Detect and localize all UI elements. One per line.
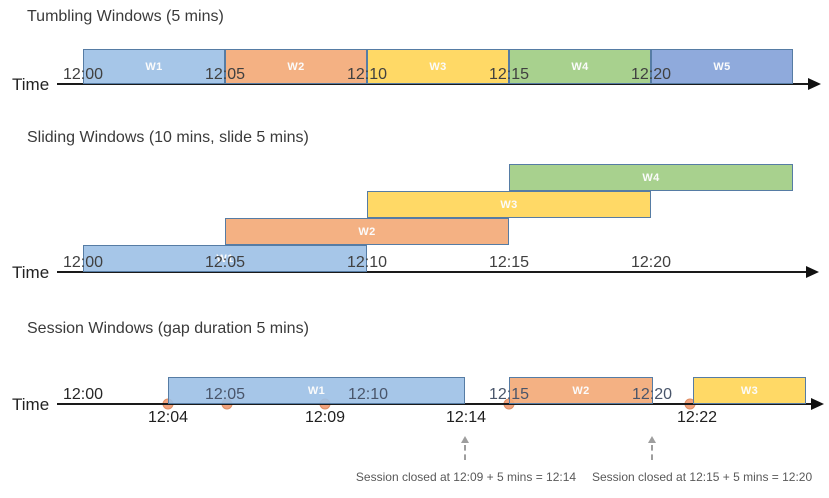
sliding-tick-1215: 12:15	[488, 254, 530, 271]
session-time-axis-label: Time	[12, 395, 50, 414]
tumbling-tick-1205: 12:05	[204, 66, 246, 83]
session-time-axis	[57, 403, 812, 405]
sliding-window-w3-label: W3	[500, 198, 518, 211]
session-tick-1215: 12:15	[488, 386, 530, 403]
dashed-arrow-up-icon	[461, 436, 469, 443]
session-close-arrow-1220	[647, 436, 657, 460]
tumbling-window-w1-label: W1	[145, 60, 163, 73]
session-tick-1220: 12:20	[631, 386, 673, 403]
sliding-window-w1: W1	[83, 245, 367, 272]
sliding-window-w3: W3	[367, 191, 651, 218]
session-close-annotation-2: Session closed at 12:15 + 5 mins = 12:20	[592, 470, 813, 484]
tumbling-tick-1200: 12:00	[62, 66, 104, 83]
tumbling-window-w5-label: W5	[713, 60, 731, 73]
tumbling-window-w1: W1	[83, 49, 225, 84]
session-event-label-1209: 12:09	[304, 409, 346, 426]
sliding-tick-1205: 12:05	[204, 254, 246, 271]
tumbling-tick-1210: 12:10	[346, 66, 388, 83]
sliding-window-w4-label: W4	[642, 171, 660, 184]
session-window-w3: W3	[693, 377, 806, 404]
session-event-label-1222: 12:22	[676, 409, 718, 426]
session-tick-1205: 12:05	[204, 386, 246, 403]
session-close-annotation-1: Session closed at 12:09 + 5 mins = 12:14	[355, 470, 577, 484]
session-window-w2: W2	[509, 377, 653, 404]
tumbling-window-w2: W2	[225, 49, 367, 84]
tumbling-window-w5: W5	[651, 49, 793, 84]
session-close-arrow-1214	[460, 436, 470, 460]
tumbling-window-w2-label: W2	[287, 60, 305, 73]
tumbling-axis-arrowhead-icon	[808, 78, 821, 90]
sliding-tick-1210: 12:10	[346, 254, 388, 271]
sliding-tick-1200: 12:00	[62, 254, 104, 271]
sliding-window-w2-label: W2	[358, 225, 376, 238]
session-window-w1-label: W1	[307, 384, 326, 397]
sliding-window-w4: W4	[509, 164, 793, 191]
dashed-arrow-up-icon	[648, 436, 656, 443]
tumbling-window-w4: W4	[509, 49, 651, 84]
session-event-label-1214: 12:14	[445, 409, 487, 426]
session-axis-arrowhead-icon	[811, 398, 824, 410]
sliding-time-axis-label: Time	[12, 263, 50, 282]
tumbling-time-axis	[57, 83, 809, 85]
sliding-time-axis	[57, 271, 807, 273]
tumbling-tick-1215: 12:15	[488, 66, 530, 83]
sliding-axis-arrowhead-icon	[806, 266, 819, 278]
tumbling-window-w4-label: W4	[571, 60, 589, 73]
session-tick-1210: 12:10	[347, 386, 389, 403]
tumbling-tick-1220: 12:20	[630, 66, 672, 83]
sliding-window-w2: W2	[225, 218, 509, 245]
session-window-w2-label: W2	[572, 384, 590, 397]
tumbling-time-axis-label: Time	[12, 75, 50, 94]
session-event-label-1204: 12:04	[147, 409, 189, 426]
dashed-arrow-stem	[464, 445, 466, 460]
sliding-tick-1220: 12:20	[630, 254, 672, 271]
tumbling-window-w3: W3	[367, 49, 509, 84]
sliding-window-w1-label: W1	[216, 252, 234, 265]
tumbling-section-title: Tumbling Windows (5 mins)	[27, 8, 224, 25]
dashed-arrow-stem	[651, 445, 653, 460]
session-tick-1200: 12:00	[62, 386, 104, 403]
sliding-section-title: Sliding Windows (10 mins, slide 5 mins)	[27, 129, 309, 146]
session-window-w3-label: W3	[740, 384, 759, 397]
session-section-title: Session Windows (gap duration 5 mins)	[27, 320, 309, 337]
tumbling-window-w3-label: W3	[429, 60, 447, 73]
session-window-w1: W1	[168, 377, 465, 404]
